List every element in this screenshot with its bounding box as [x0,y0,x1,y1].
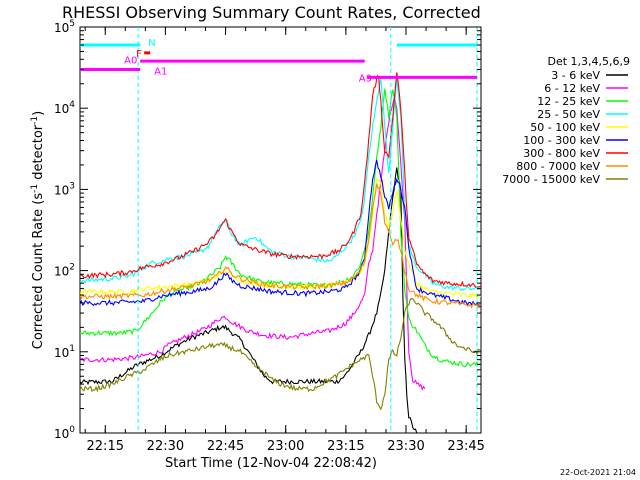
marker-label-2: A0 [124,55,137,66]
y-axis-label-exp2: -1 [30,116,40,125]
legend-label-0: 3 - 6 keV [551,69,600,82]
y-axis-label-end: ) [31,111,46,116]
footer-timestamp: 22-Oct-2021 21:04 [560,468,636,477]
y-axis-label-mid: detector [31,124,46,184]
legend-label-5: 100 - 300 keV [523,134,600,147]
x-tick-label-1: 22:30 [147,439,184,454]
x-tick-label-3: 23:00 [267,439,304,454]
legend-label-6: 300 - 800 keV [523,147,600,160]
series-line-6 [80,72,481,288]
legend-title: Det 1,3,4,5,6,9 [547,55,630,68]
marker-label-0: N [148,38,155,49]
y-tick-label-2: 102 [54,263,75,279]
y-tick-label-0: 100 [54,425,75,441]
legend-label-3: 25 - 50 keV [537,108,600,121]
plot-area-frame [79,26,482,434]
y-axis-label-main: Corrected Count Rate (s [31,193,46,350]
y-tick-label-5: 105 [54,19,75,35]
x-tick-label-0: 22:15 [87,439,124,454]
legend-label-1: 6 - 12 keV [544,82,600,95]
y-axis-label: Corrected Count Rate (s-1 detector-1) [30,111,46,349]
series-line-2 [80,88,481,368]
series-line-3 [80,76,481,292]
x-tick-label-6: 23:45 [447,439,484,454]
x-tick-label-2: 22:45 [207,439,244,454]
legend-label-4: 50 - 100 keV [530,121,600,134]
marker-label-4: A3 [359,73,372,84]
marker-label-1: F [136,49,142,60]
legend-label-2: 12 - 25 keV [537,95,600,108]
x-tick-label-4: 23:15 [327,439,364,454]
series-line-0 [80,167,418,433]
y-tick-label-4: 104 [54,100,75,116]
y-axis-label-exp1: -1 [30,184,40,193]
x-axis-label: Start Time (12-Nov-04 22:08:42) [165,456,377,471]
x-tick-label-5: 23:30 [387,439,424,454]
series-line-4 [80,177,481,300]
y-tick-label-1: 101 [54,344,75,360]
y-tick-label-3: 103 [54,181,75,197]
chart-title: RHESSI Observing Summary Count Rates, Co… [62,3,481,22]
series-line-7 [80,183,481,309]
legend-label-8: 7000 - 15000 keV [502,173,600,186]
series-line-5 [80,159,481,308]
series-line-8 [80,298,481,411]
legend-label-7: 800 - 7000 keV [516,160,600,173]
marker-label-3: A1 [154,67,167,78]
series-line-1 [80,96,426,391]
